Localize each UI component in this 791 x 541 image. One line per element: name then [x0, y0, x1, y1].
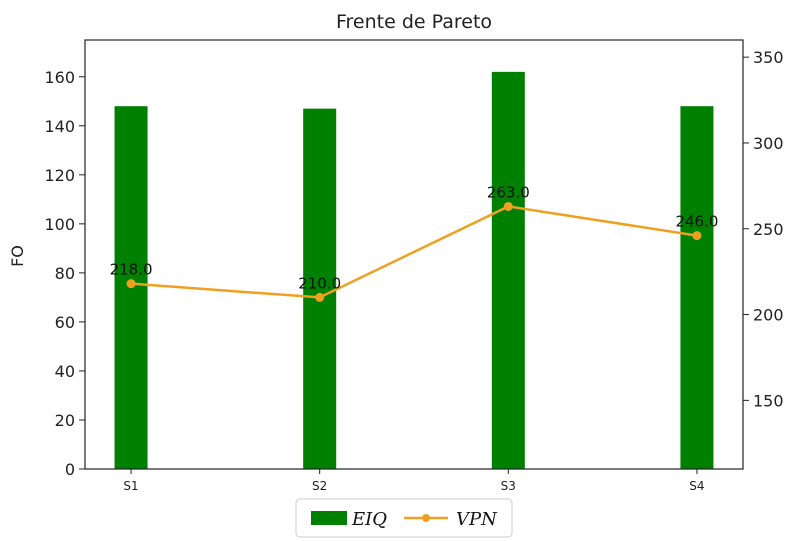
x-tick-label-s4: S4	[689, 479, 704, 493]
y-tick-label-60: 60	[55, 313, 75, 332]
vpn-data-label-s3: 263.0	[487, 183, 530, 201]
legend: EIQ VPN	[295, 498, 513, 538]
y2-tick-label-150: 150	[753, 391, 784, 410]
y-axis-label: FO	[8, 245, 27, 267]
vpn-data-label-s1: 218.0	[110, 261, 153, 279]
y-tick-label-140: 140	[44, 117, 75, 136]
bar-s3	[491, 71, 525, 470]
y-tick-label-80: 80	[55, 264, 75, 283]
chart-title: Frente de Pareto	[336, 11, 492, 33]
y-tick-label-0: 0	[65, 460, 75, 479]
x-tick-label-s3: S3	[501, 479, 516, 493]
vpn-line	[130, 205, 698, 299]
vpn-point-s1	[126, 279, 136, 289]
legend-vpn-label: VPN	[456, 509, 498, 530]
axes-frame	[84, 39, 744, 470]
x-tick-label-s1: S1	[123, 479, 138, 493]
y2-tick-label-350: 350	[753, 48, 784, 67]
y-tick-label-40: 40	[55, 362, 75, 381]
bar-s4	[680, 106, 714, 469]
legend-eiq-swatch	[311, 511, 347, 525]
y2-tick-label-250: 250	[753, 220, 784, 239]
plot-area: 0 20 40 60 80 100 120 140 160 150 200 250 300 350 S1 S2…	[44, 39, 784, 493]
y-tick-label-20: 20	[55, 411, 75, 430]
y-tick-label-160: 160	[44, 68, 75, 87]
bar-s2	[303, 108, 337, 469]
vpn-point-s2	[315, 292, 325, 302]
vpn-point-s4	[692, 231, 702, 241]
legend-eiq-label: EIQ	[351, 509, 387, 530]
vpn-point-s3	[503, 201, 513, 211]
vpn-data-label-s2: 210.0	[298, 274, 341, 292]
legend-vpn-marker	[422, 514, 430, 522]
y2-tick-label-300: 300	[753, 134, 784, 153]
y2-tick-label-200: 200	[753, 306, 784, 325]
x-tick-label-s2: S2	[312, 479, 327, 493]
y-tick-label-100: 100	[44, 215, 75, 234]
vpn-data-label-s4: 246.0	[675, 213, 718, 231]
y-tick-label-120: 120	[44, 166, 75, 185]
